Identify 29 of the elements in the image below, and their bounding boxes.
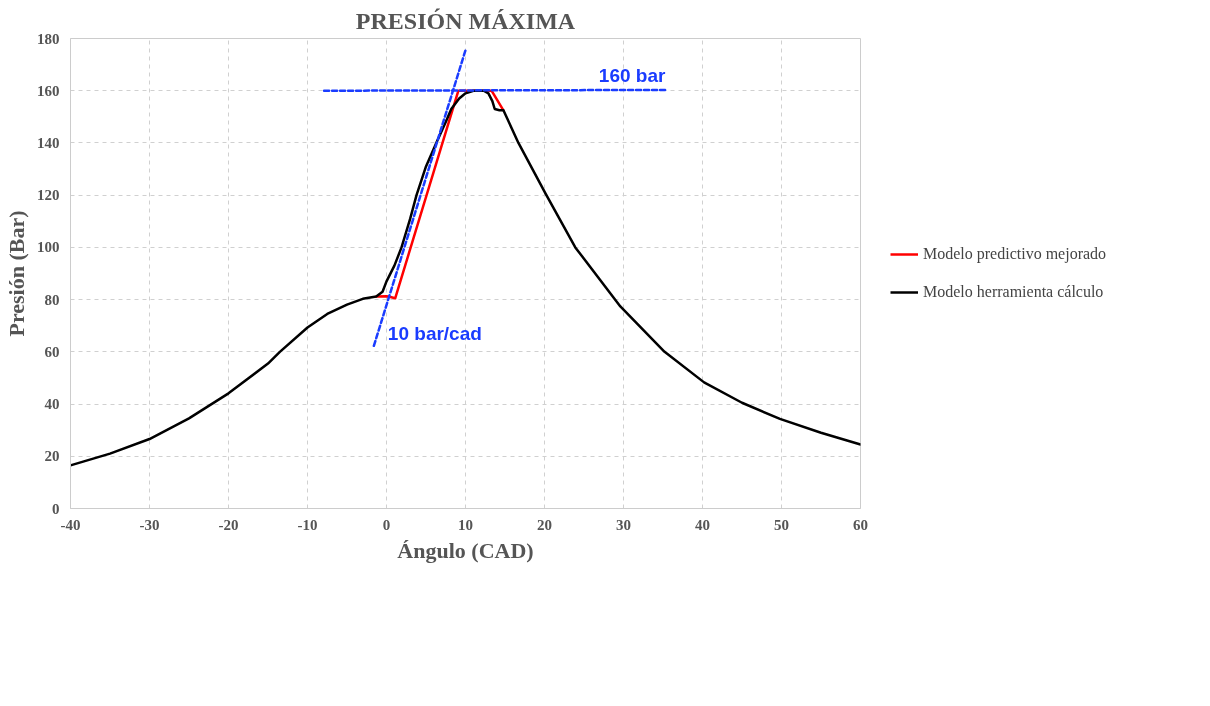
x-tick-label: 20 bbox=[537, 516, 552, 533]
x-tick-label: -10 bbox=[297, 516, 318, 533]
line-series bbox=[70, 89, 861, 467]
y-tick-label: 40 bbox=[44, 396, 60, 413]
y-tick-label: 60 bbox=[44, 343, 60, 360]
x-tick-label: 40 bbox=[695, 516, 710, 533]
annotation: 10 bar/cad bbox=[387, 322, 482, 344]
y-tick-label: 0 bbox=[52, 500, 60, 517]
x-axis-title: Ángulo (CAD) bbox=[397, 537, 534, 563]
y-tick-label: 160 bbox=[37, 82, 60, 99]
legend-label: Modelo predictivo mejorado bbox=[923, 245, 1107, 263]
x-tick-label: -30 bbox=[139, 516, 160, 533]
x-tick-label: 50 bbox=[774, 516, 789, 533]
chart-title: PRESIÓN MÁXIMA bbox=[355, 7, 576, 34]
x-tick-label: 10 bbox=[458, 516, 473, 533]
x-tick-label: 0 bbox=[382, 516, 391, 533]
y-tick-label: 180 bbox=[37, 30, 60, 47]
x-tick-label: 60 bbox=[853, 516, 868, 533]
y-tick-label: 80 bbox=[44, 291, 60, 308]
x-tick-label: -40 bbox=[60, 516, 81, 533]
x-tick-label: -20 bbox=[218, 516, 239, 533]
y-tick-label: 140 bbox=[37, 134, 60, 151]
x-tick-label: 30 bbox=[616, 516, 631, 533]
annotation: 160 bar bbox=[598, 64, 666, 86]
y-tick-label: 20 bbox=[44, 448, 60, 465]
y-axis-title: Presión (Bar) bbox=[4, 210, 29, 337]
y-tick-label: 100 bbox=[37, 239, 60, 256]
y-tick-label: 120 bbox=[37, 187, 60, 204]
legend-label: Modelo herramienta cálculo bbox=[923, 283, 1104, 301]
